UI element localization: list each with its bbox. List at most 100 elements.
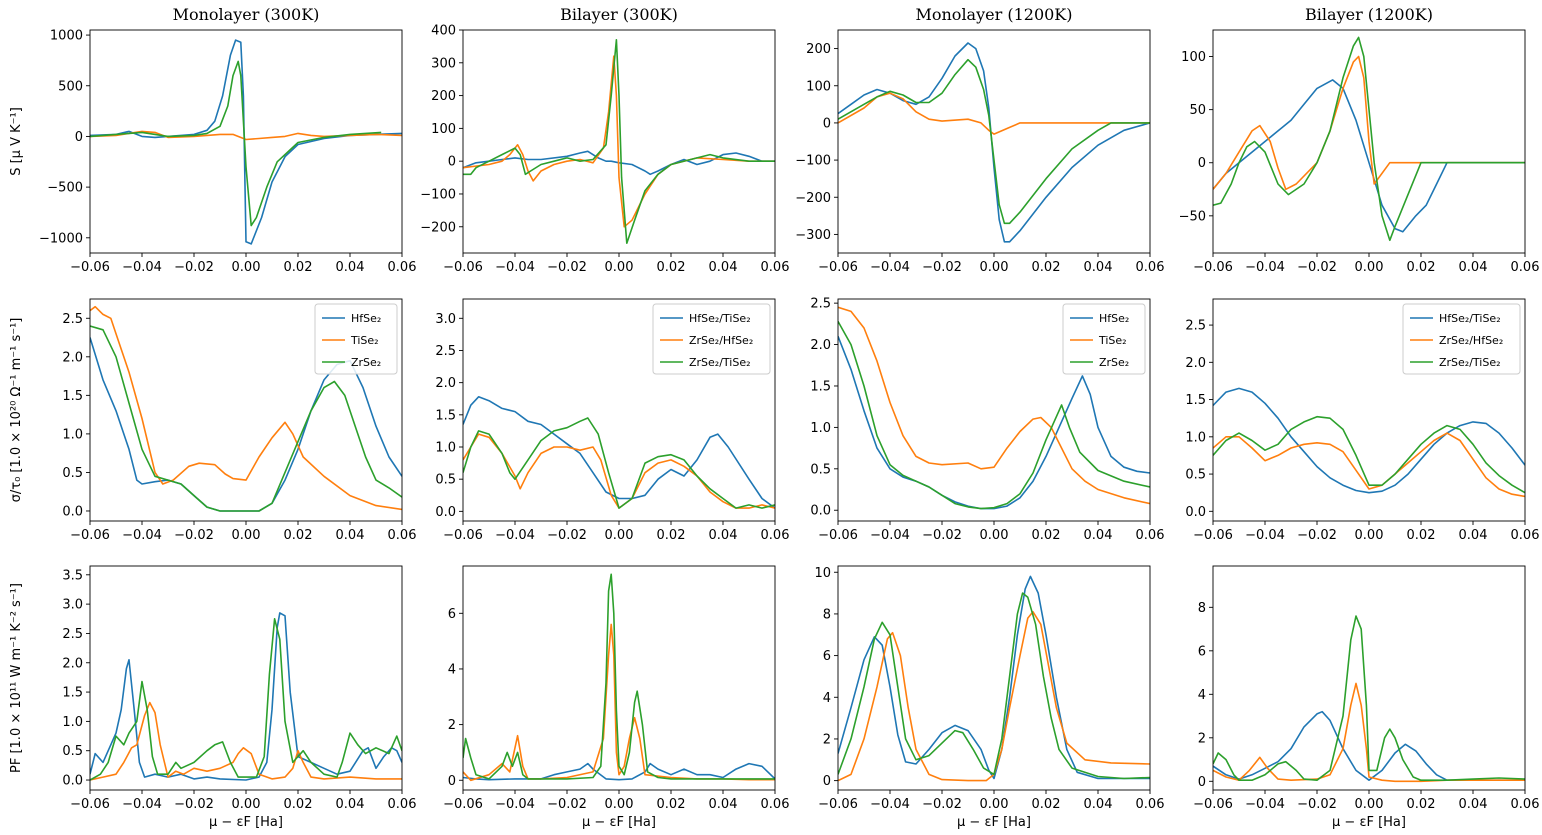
y-tick-label: 3.0 xyxy=(435,312,456,327)
x-tick-label: −0.02 xyxy=(1297,528,1337,543)
x-tick-label: −0.02 xyxy=(922,260,962,275)
x-tick-label: −0.06 xyxy=(818,528,858,543)
legend-label: HfSe₂/TiSe₂ xyxy=(689,312,751,325)
x-tick-label: 0.02 xyxy=(1407,528,1436,543)
y-tick-label: 0.5 xyxy=(810,462,831,477)
x-tick-label: 0.02 xyxy=(1407,797,1436,812)
y-tick-label: 4 xyxy=(1198,688,1206,703)
x-tick-label: 0.00 xyxy=(980,797,1009,812)
y-tick-label: 1.0 xyxy=(62,715,83,730)
subplot-5: −0.06 −0.04 −0.02 0.00 0.02 0.04 0.06 0.0 0.5 1.0… xyxy=(9,298,416,543)
x-tick-label: −0.04 xyxy=(1245,260,1285,275)
x-tick-label: −0.06 xyxy=(443,260,483,275)
x-tick-label: 0.00 xyxy=(980,260,1009,275)
y-tick-label: 0.5 xyxy=(62,466,83,481)
y-tick-label: 2.5 xyxy=(62,312,83,327)
y-tick-label: 6 xyxy=(823,649,831,664)
y-tick-label: 200 xyxy=(431,89,456,104)
series-line-1 xyxy=(90,39,402,245)
subplot-title: Monolayer (300K) xyxy=(173,5,320,24)
y-axis-label: PF [1.0 × 10¹¹ W m⁻¹ K⁻² s⁻¹] xyxy=(9,583,24,773)
y-tick-label: 2.5 xyxy=(1185,319,1206,334)
subplot-title: Bilayer (1200K) xyxy=(1305,5,1433,24)
x-axis-label: μ − εF [Ha] xyxy=(957,815,1031,830)
legend-label: ZrSe₂/TiSe₂ xyxy=(1439,356,1501,369)
x-tick-label: 0.02 xyxy=(657,260,686,275)
subplot-6: −0.06 −0.04 −0.02 0.00 0.02 0.04 0.06 0.0 0.5 1.0… xyxy=(435,298,789,543)
series-group xyxy=(463,396,775,509)
series-group xyxy=(1213,387,1525,498)
legend-box xyxy=(1062,303,1146,375)
subplot-11: −0.06 −0.04 −0.02 0.00 0.02 0.04 0.06 0 2 4 6 8 10 μ … xyxy=(814,565,1164,830)
y-tick-label: 0 xyxy=(448,155,456,170)
plot-background xyxy=(90,566,402,790)
y-tick-label: 0 xyxy=(1198,775,1206,790)
x-tick-label: 0.04 xyxy=(1459,797,1488,812)
series-line-3 xyxy=(463,573,775,780)
y-tick-label: −300 xyxy=(795,228,831,243)
y-tick-label: 1.5 xyxy=(435,408,456,423)
y-tick-label: 1.0 xyxy=(62,427,83,442)
x-axis-label: μ − εF [Ha] xyxy=(209,815,283,830)
x-tick-label: −0.06 xyxy=(1193,260,1233,275)
y-tick-label: 0.0 xyxy=(62,504,83,519)
y-tick-label: 4 xyxy=(823,691,831,706)
x-tick-label: 0.06 xyxy=(1511,528,1540,543)
y-tick-label: 2.5 xyxy=(810,297,831,312)
x-tick-label: 0.04 xyxy=(336,797,365,812)
y-tick-label: 1.5 xyxy=(62,686,83,701)
x-tick-label: −0.06 xyxy=(70,797,110,812)
x-tick-label: 0.00 xyxy=(232,528,261,543)
y-tick-label: 6 xyxy=(448,607,456,622)
y-tick-label: 0 xyxy=(1198,156,1206,171)
series-line-3 xyxy=(463,39,775,244)
y-tick-label: 2 xyxy=(823,732,831,747)
legend-label: ZrSe₂ xyxy=(1099,356,1129,369)
x-tick-label: 0.06 xyxy=(761,797,790,812)
x-tick-label: 0.02 xyxy=(1032,797,1061,812)
x-tick-label: 0.00 xyxy=(605,528,634,543)
x-tick-label: −0.06 xyxy=(818,260,858,275)
y-tick-label: 10 xyxy=(814,566,831,581)
series-line-2 xyxy=(838,306,1150,505)
x-tick-label: −0.06 xyxy=(443,797,483,812)
x-tick-label: 0.06 xyxy=(1511,797,1540,812)
x-tick-label: −0.02 xyxy=(547,260,587,275)
x-tick-label: −0.02 xyxy=(174,528,214,543)
legend-box xyxy=(314,303,398,375)
x-tick-label: 0.06 xyxy=(1136,260,1165,275)
x-axis-label: μ − εF [Ha] xyxy=(1332,815,1406,830)
series-line-3 xyxy=(838,58,1150,225)
x-tick-label: 0.04 xyxy=(336,260,365,275)
x-tick-label: −0.04 xyxy=(122,260,162,275)
x-tick-label: 0.06 xyxy=(761,260,790,275)
legend: HfSe₂/TiSe₂ ZrSe₂/HfSe₂ ZrSe₂/TiSe₂ xyxy=(1402,303,1521,375)
y-tick-label: 2.0 xyxy=(435,376,456,391)
y-tick-label: 2.0 xyxy=(62,350,83,365)
x-tick-label: 0.04 xyxy=(1084,528,1113,543)
y-tick-label: 2.0 xyxy=(62,656,83,671)
y-tick-label: −100 xyxy=(420,187,456,202)
y-tick-label: 3.0 xyxy=(62,598,83,613)
y-tick-label: 1.5 xyxy=(62,389,83,404)
y-tick-label: −200 xyxy=(420,220,456,235)
series-line-3 xyxy=(90,60,382,227)
legend-label: ZrSe₂/TiSe₂ xyxy=(689,356,751,369)
y-tick-label: 0 xyxy=(448,774,456,789)
x-tick-label: −0.06 xyxy=(70,528,110,543)
legend-label: HfSe₂ xyxy=(351,312,381,325)
y-tick-label: 100 xyxy=(431,122,456,137)
y-tick-label: 0 xyxy=(823,774,831,789)
x-tick-label: 0.04 xyxy=(709,528,738,543)
series-line-3 xyxy=(90,618,402,781)
x-tick-label: −0.02 xyxy=(174,260,214,275)
series-group xyxy=(463,573,775,782)
y-tick-label: −50 xyxy=(1179,209,1206,224)
x-tick-label: 0.04 xyxy=(709,260,738,275)
y-tick-label: 0.0 xyxy=(62,774,83,789)
legend: HfSe₂/TiSe₂ ZrSe₂/HfSe₂ ZrSe₂/TiSe₂ xyxy=(652,303,771,375)
x-tick-label: 0.02 xyxy=(284,528,313,543)
series-group xyxy=(463,39,775,244)
x-tick-label: −0.04 xyxy=(122,528,162,543)
subplot-12: −0.06 −0.04 −0.02 0.00 0.02 0.04 0.06 0 2 4 6 8 μ − … xyxy=(1193,565,1540,830)
